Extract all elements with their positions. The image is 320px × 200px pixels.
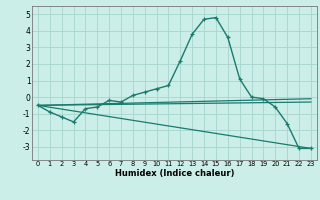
X-axis label: Humidex (Indice chaleur): Humidex (Indice chaleur)	[115, 169, 234, 178]
